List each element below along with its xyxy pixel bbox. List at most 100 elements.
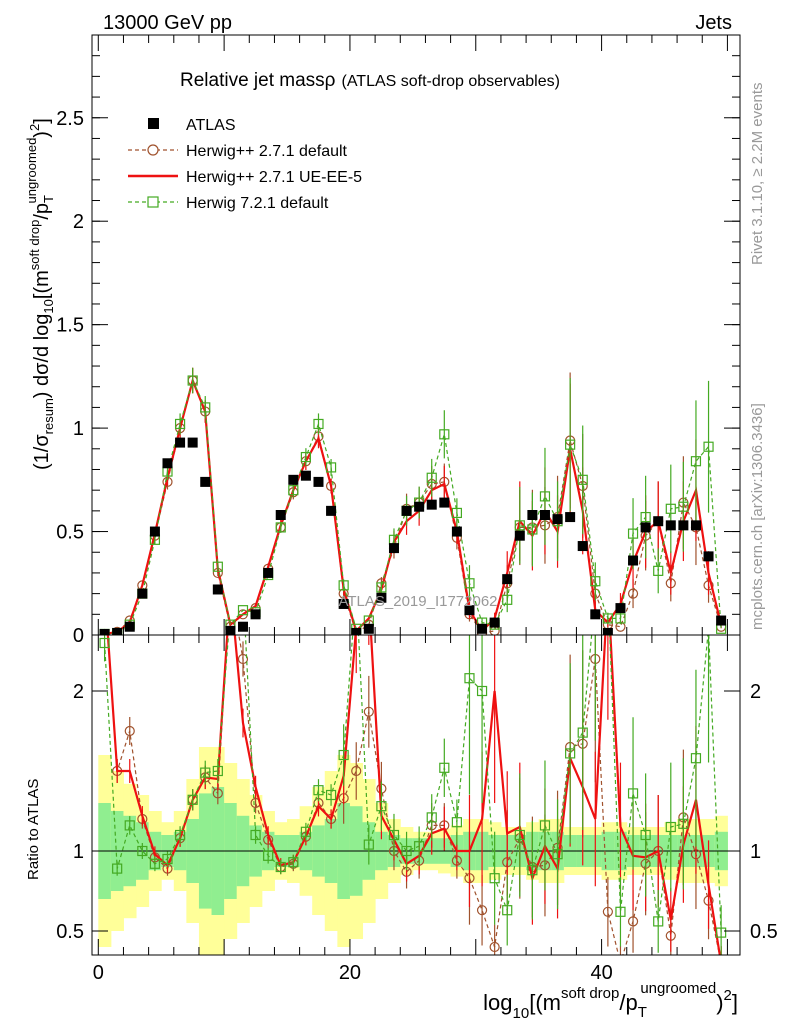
- data-point: [653, 565, 664, 576]
- ratio-point: [226, 583, 235, 592]
- main-panel: ATLAS_2019_I1772062 0 0.5 1 1.5 2 2.5: [56, 34, 741, 647]
- ratio-point: [363, 706, 374, 717]
- data-point: [300, 451, 312, 463]
- ratio-point: [237, 653, 249, 665]
- atlas-point: [678, 520, 689, 531]
- legend-item: Herwig++ 2.7.1 UE-EE-5: [128, 169, 362, 186]
- data-point: [678, 501, 689, 512]
- ratio-y-tick-label: 1: [73, 841, 84, 863]
- ratio-point: [502, 905, 513, 916]
- data-point: [275, 522, 286, 533]
- data-point: [590, 576, 601, 587]
- ratio-point: [275, 861, 286, 873]
- data-point: [665, 503, 676, 514]
- data-point: [627, 588, 639, 599]
- legend-marker-circle: [147, 144, 159, 156]
- atlas-point: [237, 621, 248, 632]
- ratio-point: [489, 941, 500, 953]
- data-point: [212, 561, 223, 572]
- atlas-point: [313, 476, 324, 487]
- ratio-point: [263, 850, 274, 861]
- atlas-point: [187, 437, 198, 448]
- atlas-point: [716, 615, 727, 626]
- ratio-point: [439, 762, 450, 773]
- atlas-point: [514, 530, 525, 541]
- ratio-point: [351, 765, 362, 777]
- ratio-point: [565, 748, 576, 759]
- legend-item: Herwig++ 2.7.1 default: [128, 143, 348, 160]
- ratio-point: [603, 583, 612, 592]
- atlas-point: [703, 551, 714, 562]
- data-point: [690, 456, 702, 467]
- atlas-point: [149, 526, 160, 537]
- atlas-point: [225, 625, 236, 635]
- ratio-y-tick-label-right: 0.5: [750, 921, 778, 943]
- atlas-point: [338, 598, 349, 609]
- atlas-point: [99, 628, 110, 635]
- atlas-point: [426, 499, 437, 510]
- y-tick-label: 2: [73, 211, 84, 233]
- data-point: [627, 528, 639, 539]
- data-point: [577, 474, 588, 485]
- data-point: [640, 511, 651, 523]
- energy-label: 13000 GeV pp: [103, 12, 232, 34]
- atlas-point: [439, 497, 450, 508]
- legend-label: Herwig++ 2.7.1 default: [186, 143, 348, 160]
- y-tick-label: 0: [73, 625, 84, 647]
- atlas-point: [388, 543, 399, 554]
- atlas-point: [565, 512, 576, 523]
- atlas-point: [212, 584, 223, 595]
- ratio-point: [552, 849, 563, 860]
- ratio-panel-frame: [91, 634, 741, 956]
- atlas-point: [464, 605, 475, 616]
- atlas-point: [414, 501, 425, 512]
- ratio-point: [451, 817, 462, 828]
- ratio-point: [627, 788, 639, 799]
- y-tick-label: 1.5: [56, 315, 84, 337]
- ratio-point: [426, 812, 437, 823]
- data-point: [514, 520, 525, 531]
- legend-marker-filled-square: [148, 118, 159, 129]
- ratio-point: [363, 839, 374, 850]
- ratio-point: [174, 829, 186, 841]
- atlas-point: [300, 470, 311, 481]
- chart-title-main: Relative jet massρ: [180, 70, 336, 91]
- ratio-point: [388, 829, 400, 841]
- ratio-point: [514, 829, 525, 841]
- series-line-herwig-7-2-1-default: [104, 378, 722, 635]
- ratio-line-herwig-7-2-1-default: [104, 635, 722, 933]
- ratio-point: [653, 916, 664, 927]
- atlas-point: [351, 627, 362, 635]
- mcplots-label: mcplots.cern.ch [arXiv:1306.3436]: [749, 403, 766, 630]
- ratio-point: [401, 845, 412, 857]
- atlas-point: [288, 474, 299, 485]
- ratio-point: [717, 959, 726, 968]
- data-point: [376, 582, 387, 593]
- data-point: [615, 613, 626, 624]
- ratio-y-tick-label: 0.5: [56, 921, 84, 943]
- atlas-point: [137, 588, 148, 599]
- atlas-point: [552, 514, 563, 525]
- ratio-point: [627, 916, 639, 927]
- atlas-point: [577, 541, 588, 552]
- atlas-point: [200, 476, 211, 487]
- ratio-point: [112, 863, 123, 874]
- ratio-point: [149, 858, 161, 869]
- ratio-point: [577, 727, 588, 738]
- process-label: Jets: [695, 12, 732, 34]
- data-point: [174, 418, 186, 430]
- y-tick-label: 0.5: [56, 522, 84, 544]
- ratio-point: [640, 829, 651, 841]
- ratio-point: [376, 801, 387, 812]
- data-point: [439, 429, 450, 440]
- x-tick-label: 0: [93, 962, 104, 984]
- ratio-point: [464, 673, 475, 684]
- data-point: [200, 402, 211, 413]
- legend-marker-square: [147, 196, 159, 208]
- data-point: [187, 375, 198, 386]
- ratio-point: [602, 906, 613, 917]
- legend-item: Herwig 7.2.1 default: [128, 195, 329, 212]
- data-point: [527, 524, 538, 535]
- atlas-point: [250, 609, 261, 620]
- ratio-point: [288, 857, 299, 868]
